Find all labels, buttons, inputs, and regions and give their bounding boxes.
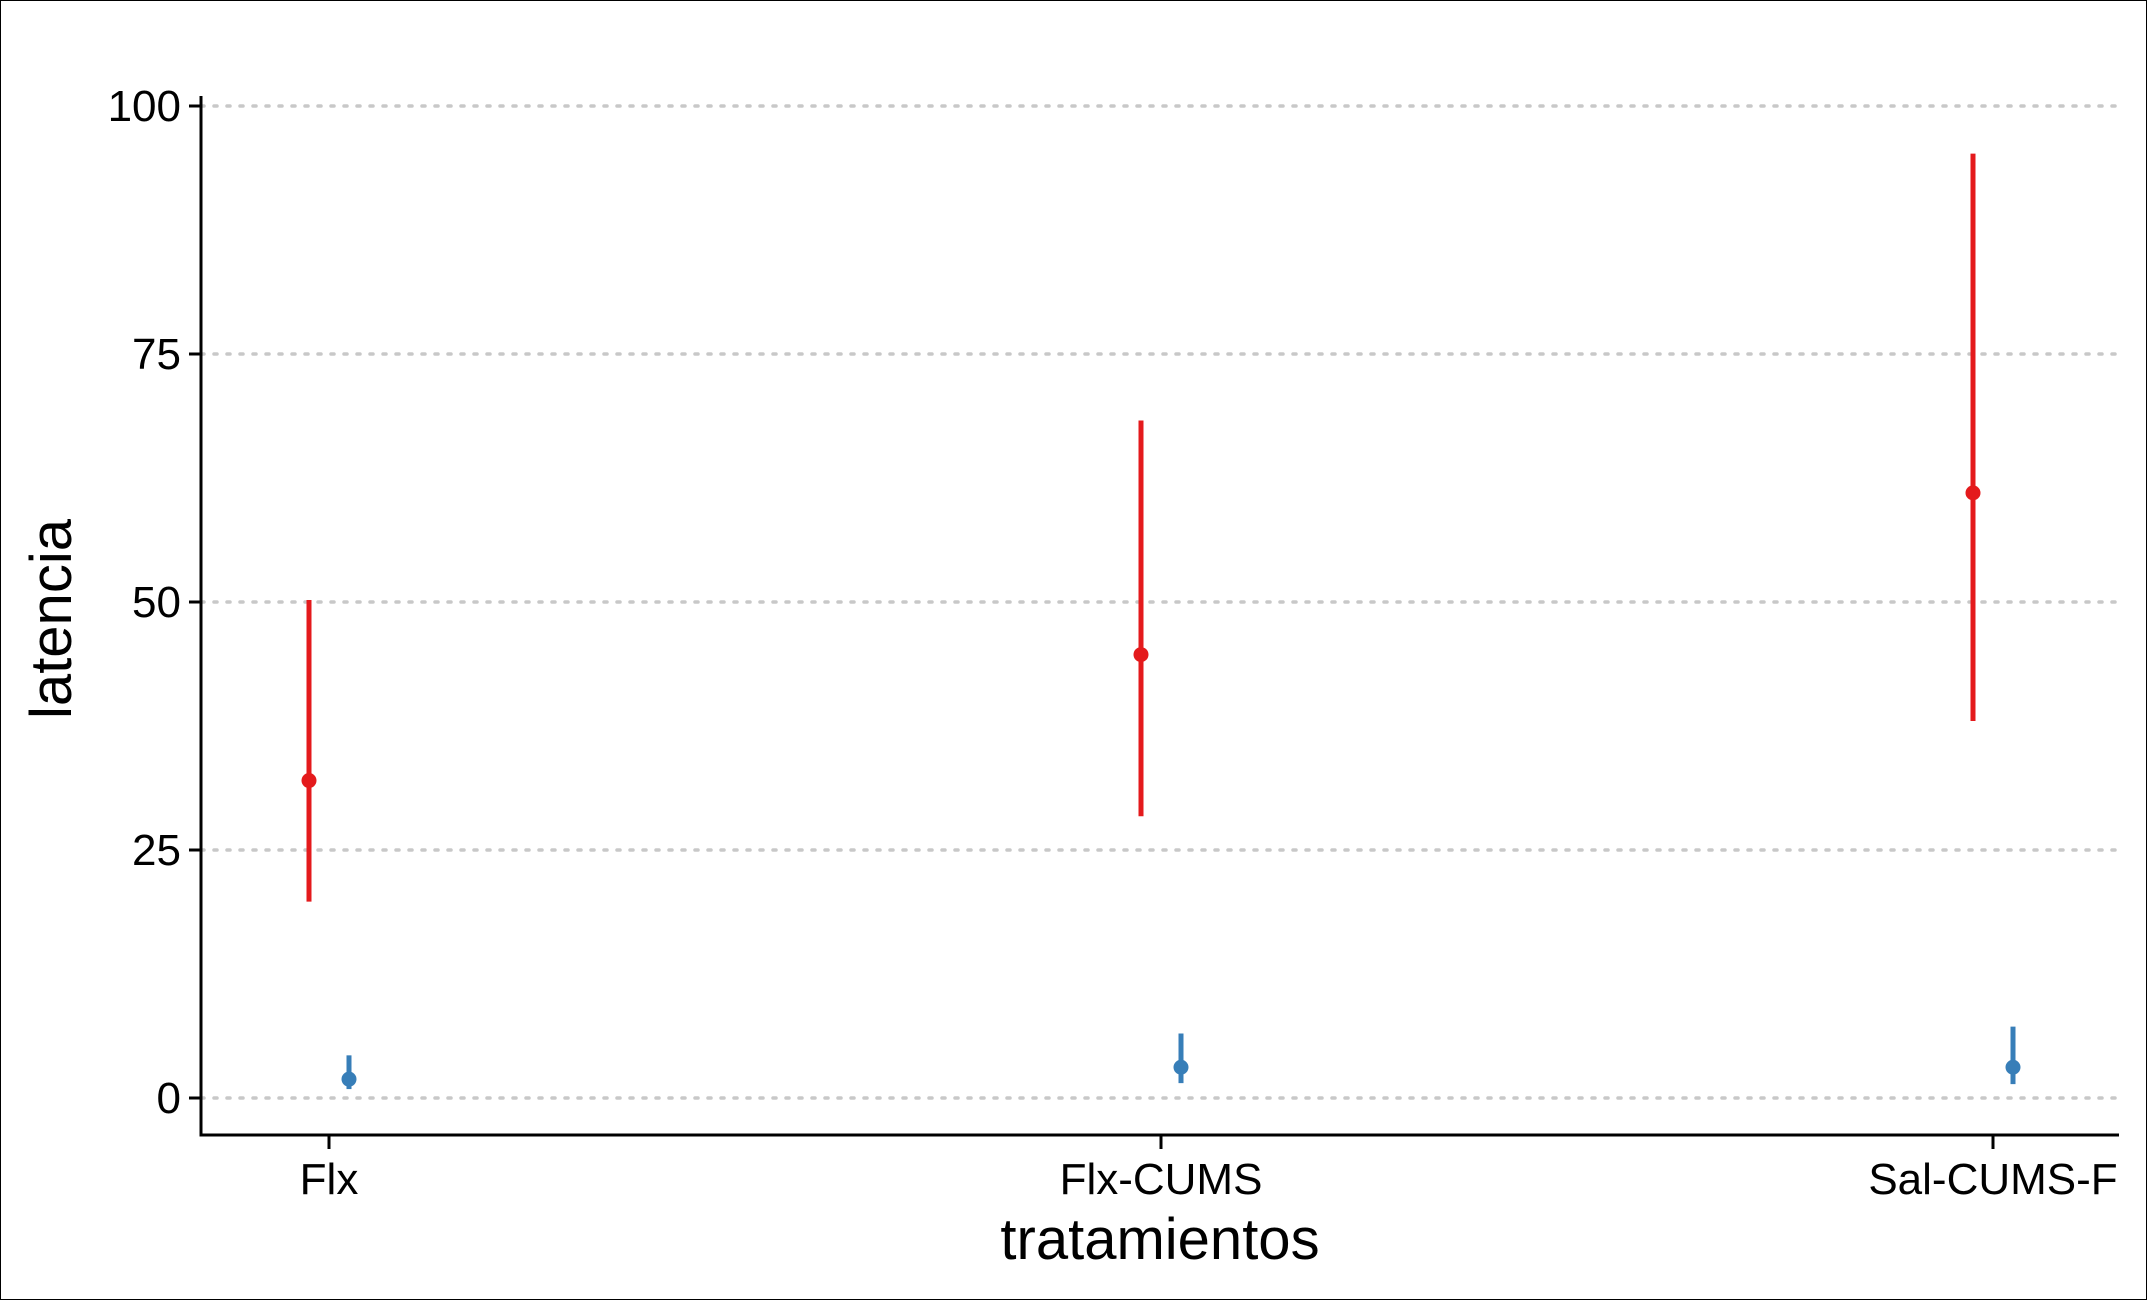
point-0-Flx	[301, 773, 317, 789]
point-1-Flx-CUMS	[1173, 1059, 1189, 1075]
x-axis-title: tratamientos	[1000, 1207, 1319, 1272]
y-axis-title: latencia	[19, 518, 84, 719]
data-marks	[301, 153, 2021, 1090]
y-tick-label-75: 75	[132, 330, 181, 379]
y-tick-label-50: 50	[132, 578, 181, 627]
y-tick-label-25: 25	[132, 826, 181, 875]
point-0-Flx-CUMS	[1133, 647, 1149, 663]
axes: 0 25 50 75 100 Flx Flx-CUMS Sal-CUMS-F	[108, 82, 2119, 1204]
axis-labels: tratamientos latencia	[19, 518, 1320, 1272]
x-tick-label-Flx-CUMS: Flx-CUMS	[1060, 1155, 1263, 1204]
x-tick-label-Flx: Flx	[300, 1155, 359, 1204]
point-0-Sal-CUMS-F	[1965, 485, 1981, 501]
y-tick-label-0: 0	[157, 1074, 181, 1123]
x-tick-label-Sal-CUMS-F: Sal-CUMS-F	[1868, 1155, 2117, 1204]
y-tick-label-100: 100	[108, 82, 181, 131]
point-1-Sal-CUMS-F	[2005, 1059, 2021, 1075]
grid-lines	[199, 104, 2121, 1100]
point-1-Flx	[341, 1071, 357, 1087]
